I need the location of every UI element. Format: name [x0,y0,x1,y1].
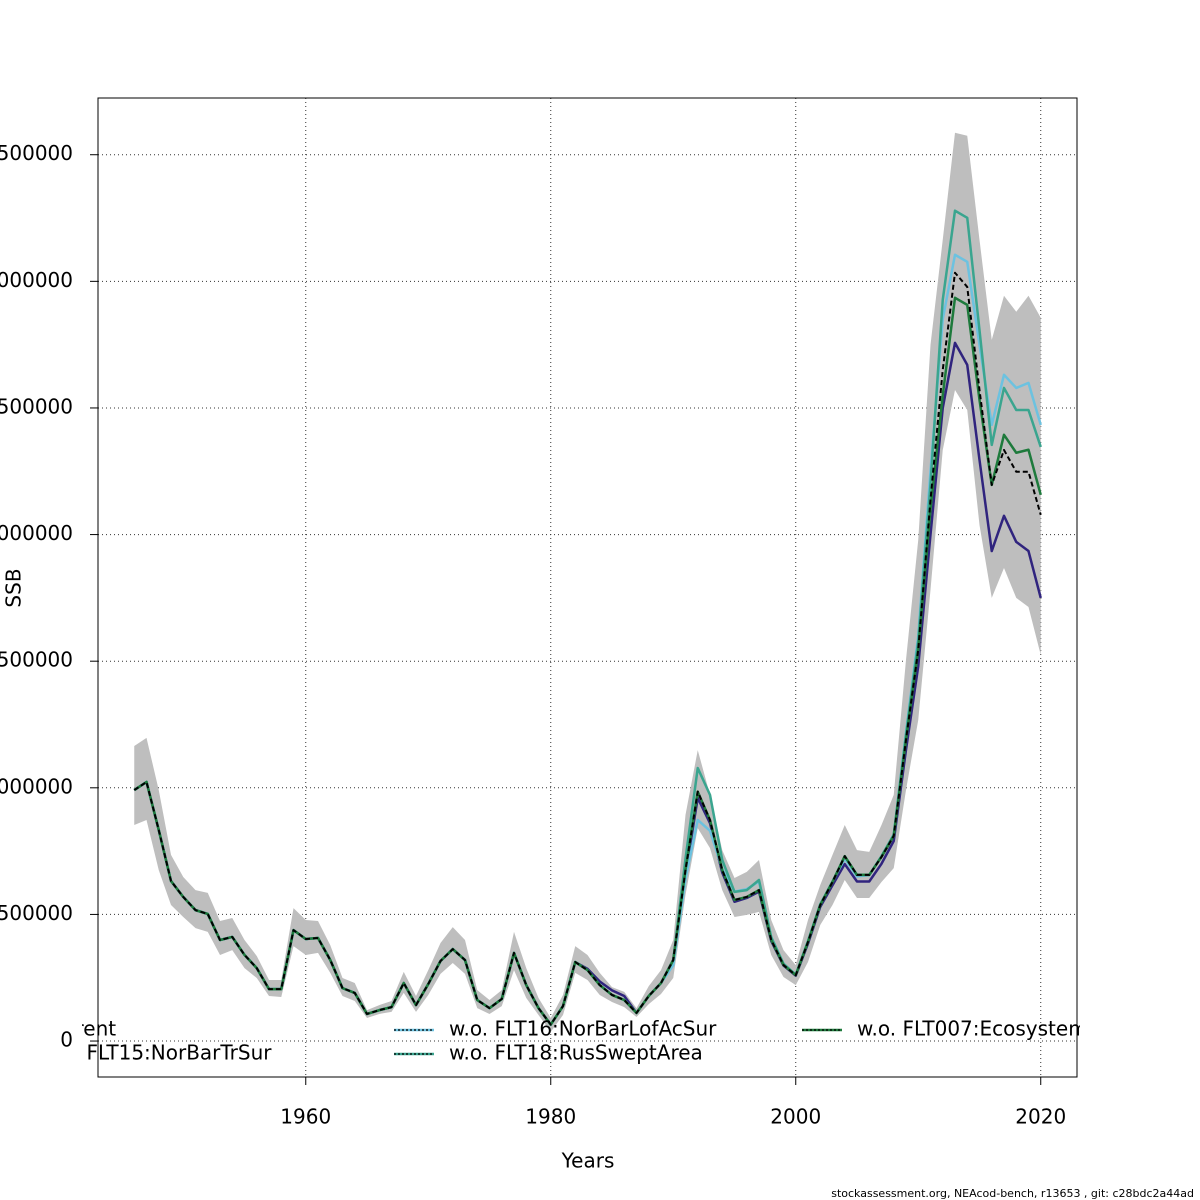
band-layer [134,132,1041,1032]
x-tick-label: 2020 [1015,1105,1066,1129]
y-tick-label: 0 [60,1028,73,1052]
legend-label: w.o. FLT15:NorBarTrSur [41,1041,272,1065]
y-tick-label: 3500000 [0,141,73,165]
footnote: stockassessment.org, NEAcod-bench, r1365… [831,1187,1194,1200]
series-line [133,209,1042,1026]
plot-frame [97,97,1078,1078]
y-tick-label: 3000000 [0,268,73,292]
line-layer [133,209,1042,1026]
legend-label: w.o. FLT007:Ecosystem [857,1017,1088,1041]
legend-label: w.o. FLT18:RusSweptArea [449,1041,703,1065]
y-tick-label: 1500000 [0,648,73,672]
y-tick-label: 1000000 [0,774,73,798]
series-line [133,253,1042,1026]
series-line [133,271,1042,1026]
legend-label: w.o. FLT16:NorBarLofAcSur [449,1017,717,1041]
y-tick-label: 2500000 [0,394,73,418]
x-tick-label: 2000 [770,1105,821,1129]
y-tick-label: 500000 [0,901,73,925]
legend-label: Current [41,1017,116,1041]
axes: 0 500000 1000000 1500000 2000000 2500000 30000… [0,141,1066,1128]
x-axis-label: Years [561,1149,615,1173]
x-tick-label: 1960 [280,1105,331,1129]
x-tick-label: 1980 [525,1105,576,1129]
y-axis-label: SSB [2,568,26,607]
confidence-band [134,132,1041,1032]
y-tick-label: 2000000 [0,521,73,545]
